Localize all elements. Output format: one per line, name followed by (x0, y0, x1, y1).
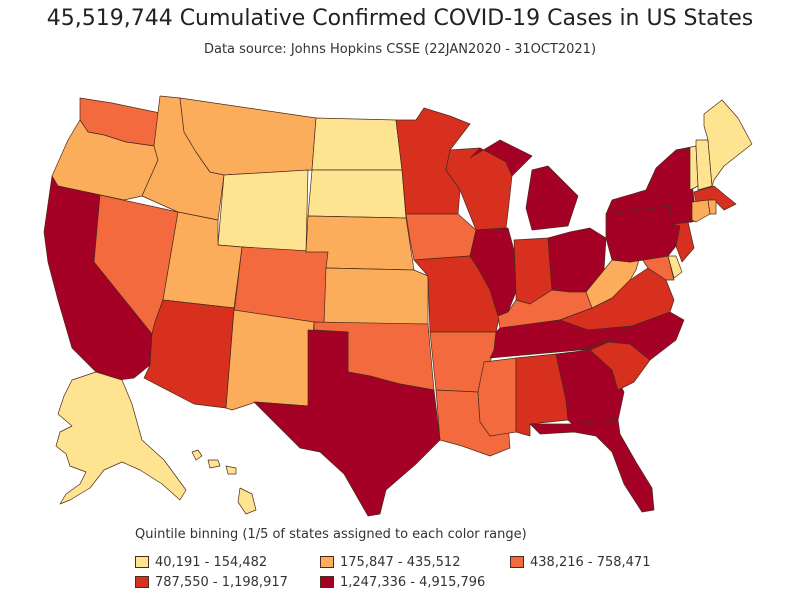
state-ia (405, 213, 477, 261)
state-ks (323, 267, 429, 325)
state-hi-3 (225, 465, 237, 475)
state-nd (311, 117, 403, 171)
legend-swatch (135, 556, 149, 568)
state-pa (605, 205, 681, 263)
legend-item: 40,191 - 154,482 (135, 554, 267, 570)
state-wy (217, 169, 309, 253)
state-tx (253, 329, 441, 517)
state-hi-1 (191, 449, 203, 461)
legend-label: 40,191 - 154,482 (155, 554, 268, 570)
state-ri (707, 199, 717, 215)
state-ct (691, 199, 711, 223)
legend-label: 1,247,336 - 4,915,796 (340, 574, 486, 590)
legend-item: 787,550 - 1,198,917 (135, 574, 288, 590)
map-subtitle: Data source: Johns Hopkins CSSE (22JAN20… (203, 42, 597, 57)
state-az (143, 299, 235, 409)
state-de (667, 255, 683, 279)
legend-label: 175,847 - 435,512 (340, 554, 461, 570)
state-hi-2 (207, 459, 221, 469)
legend-swatch (320, 576, 334, 588)
legend-title: Quintile binning (1/5 of states assigned… (135, 527, 527, 542)
state-ak (55, 371, 187, 505)
legend-item: 438,216 - 758,471 (510, 554, 650, 570)
state-nc (579, 311, 685, 361)
legend-label: 787,550 - 1,198,917 (155, 574, 288, 590)
map-title: 45,519,744 Cumulative Confirmed COVID-19… (46, 6, 754, 31)
state-ms (477, 357, 517, 437)
state-vt (675, 145, 699, 191)
state-hi-4 (237, 487, 257, 515)
legend-swatch (320, 556, 334, 568)
legend-swatch (135, 576, 149, 588)
state-nm (225, 309, 315, 411)
state-fa (529, 419, 655, 513)
state-mi-lower (525, 165, 579, 231)
legend-label: 438,216 - 758,471 (530, 554, 651, 570)
legend-swatch (510, 556, 524, 568)
state-sd (307, 169, 407, 219)
state-me (703, 99, 753, 187)
state-mi (469, 139, 533, 177)
legend-item: 175,847 - 435,512 (320, 554, 460, 570)
legend-item: 1,247,336 - 4,915,796 (320, 574, 485, 590)
